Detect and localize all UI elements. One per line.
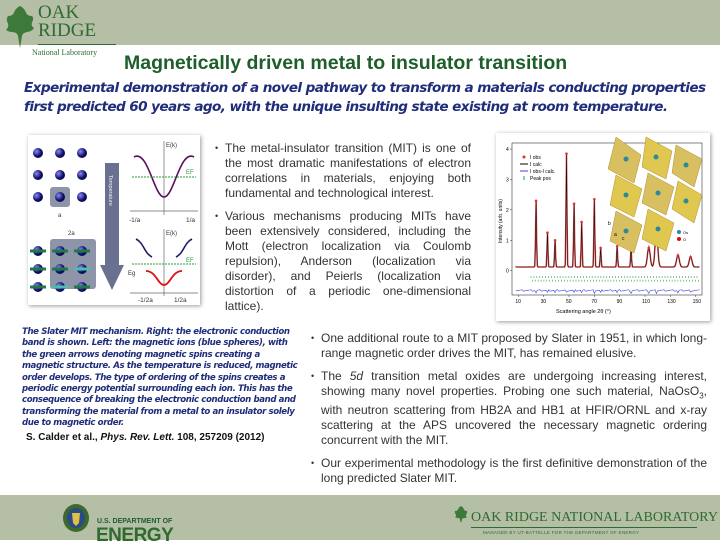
footer: U.S. DEPARTMENT OF ENERGY OAK RIDGE NATI… xyxy=(0,495,720,546)
x-tick-label: 70 xyxy=(591,299,597,305)
doe-text: U.S. DEPARTMENT OF xyxy=(97,518,173,525)
magnetic-ions-paramagnetic xyxy=(33,148,87,207)
peak-point xyxy=(647,246,651,250)
page-title: Magnetically driven metal to insulator t… xyxy=(124,52,568,74)
footer-rule xyxy=(471,527,697,528)
bullet-item: Various mechanisms producing MITs have b… xyxy=(215,209,471,314)
y-tick-label: 0 xyxy=(506,269,509,275)
y-tick-label: 1 xyxy=(506,238,509,244)
bullet-item: Our experimental methodology is the firs… xyxy=(311,456,707,486)
slater-diagram: a 2a Temperature E(k) EF -1/a 1/a E(k) E… xyxy=(30,141,198,304)
bullet-item: One additional route to a MIT proposed b… xyxy=(311,331,707,361)
doe-energy-text: ENERGY xyxy=(96,525,174,546)
slater-mechanism-figure: a 2a Temperature E(k) EF -1/a 1/a E(k) E… xyxy=(28,135,200,305)
legend-o: O xyxy=(683,237,686,242)
logo-text-national-lab: National Laboratory xyxy=(32,48,98,57)
ornl-managed-text: MANAGED BY UT-BATTELLE FOR THE DEPARTMEN… xyxy=(483,530,640,535)
legend-diff: I obs-I calc. xyxy=(530,169,556,175)
gap-label: Eg xyxy=(128,271,135,277)
peak-point xyxy=(676,254,680,257)
oak-leaf-icon xyxy=(454,506,468,523)
x-tick-label: 50 xyxy=(566,299,572,305)
legend-peakpos: Peak pos xyxy=(530,176,551,182)
ef-label: EF xyxy=(186,170,194,176)
peak-point xyxy=(599,246,602,250)
tick-label: 1/a xyxy=(186,217,195,224)
peak-point xyxy=(553,238,557,242)
axis-b-label: b xyxy=(608,221,611,227)
citation-journal: Phys. Rev. Lett. xyxy=(100,432,175,443)
bullet-item: The 5d transition metal oxides are under… xyxy=(311,369,707,448)
peak-point xyxy=(546,231,549,234)
bullet-list-top: The metal-insulator transition (MIT) is … xyxy=(215,141,471,322)
ef-label: EF xyxy=(186,258,194,264)
band-diagram-metal: E(k) EF -1/a 1/a xyxy=(129,141,198,224)
band-diagram-insulator: E(k) EF Eg -1/2a 1/2a xyxy=(128,229,198,304)
tick-label-neg-half: -1/2a xyxy=(138,297,153,304)
bullet-item: The metal-insulator transition (MIT) is … xyxy=(215,141,471,201)
bullet-list-bottom: One additional route to a MIT proposed b… xyxy=(311,331,707,494)
header-band xyxy=(0,0,720,45)
x-tick-label: 130 xyxy=(667,299,676,305)
y-axis-label: Intensity (arb. units) xyxy=(498,199,504,243)
magnetic-unit-cell xyxy=(50,239,96,289)
ornl-footer-text: OAK RIDGE NATIONAL LABORATORY xyxy=(471,510,718,525)
legend-icalc: I calc xyxy=(530,162,542,168)
figure-caption: The Slater MIT mechanism. Right: the ele… xyxy=(22,327,298,429)
diffraction-plot: 10 30 50 70 90 110 130 150 0 1 2 3 4 b a c Os O I ob… xyxy=(498,136,703,315)
citation-authors: S. Calder et al., xyxy=(26,432,101,443)
logo-text-oak: OAK xyxy=(38,2,80,23)
crystal-structure-inset: b a c Os O xyxy=(607,136,703,254)
plot-frame xyxy=(511,142,703,296)
label-2a: 2a xyxy=(68,231,75,237)
y-tick-label: 2 xyxy=(506,208,509,214)
magnetic-ions-ordered xyxy=(30,246,90,292)
logo-rule xyxy=(38,44,116,45)
peak-point xyxy=(689,255,692,259)
y-tick-label: 4 xyxy=(506,147,509,153)
citation-volume: 108, 257209 (2012) xyxy=(174,432,265,443)
axis-a-label: a xyxy=(614,232,617,238)
diffraction-figure: 10 30 50 70 90 110 130 150 0 1 2 3 4 b a c Os O I ob… xyxy=(496,133,710,321)
x-axis-label: Scattering angle 2θ (°) xyxy=(556,309,611,315)
ek-label: E(k) xyxy=(166,231,177,237)
chart-legend: I obs I calc I obs-I calc. Peak pos xyxy=(520,155,556,182)
doe-seal-icon xyxy=(63,504,89,532)
legend-os: Os xyxy=(683,230,688,235)
peak-point xyxy=(534,199,538,203)
tick-label: -1/a xyxy=(129,217,141,224)
series-difference xyxy=(515,289,700,295)
x-tick-label: 150 xyxy=(693,299,702,305)
peak-point xyxy=(593,197,596,201)
page-subtitle: Experimental demonstration of a novel pa… xyxy=(24,80,706,115)
x-tick-label: 30 xyxy=(541,299,547,305)
citation: S. Calder et al., Phys. Rev. Lett. 108, … xyxy=(26,432,264,443)
peak-point xyxy=(615,245,619,248)
axis-c-label: c xyxy=(622,236,625,242)
x-tick-label: 90 xyxy=(617,299,623,305)
logo-text-ridge: RIDGE xyxy=(38,20,97,41)
x-tick-label: 110 xyxy=(642,299,650,305)
temperature-arrow-icon xyxy=(100,163,124,290)
legend-iobs: I obs xyxy=(530,155,541,161)
x-tick-label: 10 xyxy=(515,299,521,305)
peak-point xyxy=(580,220,583,224)
temperature-label: Temperature xyxy=(107,175,113,206)
ornl-logo: OAK RIDGE National Laboratory xyxy=(2,2,122,62)
peak-point xyxy=(572,202,576,206)
y-tick-label: 3 xyxy=(506,177,509,183)
ek-label: E(k) xyxy=(166,143,177,149)
series-icalc xyxy=(515,152,700,268)
label-a: a xyxy=(58,213,62,219)
peak-point xyxy=(565,152,568,155)
tick-label-pos-half: 1/2a xyxy=(174,297,187,304)
oak-leaf-icon xyxy=(6,6,34,48)
